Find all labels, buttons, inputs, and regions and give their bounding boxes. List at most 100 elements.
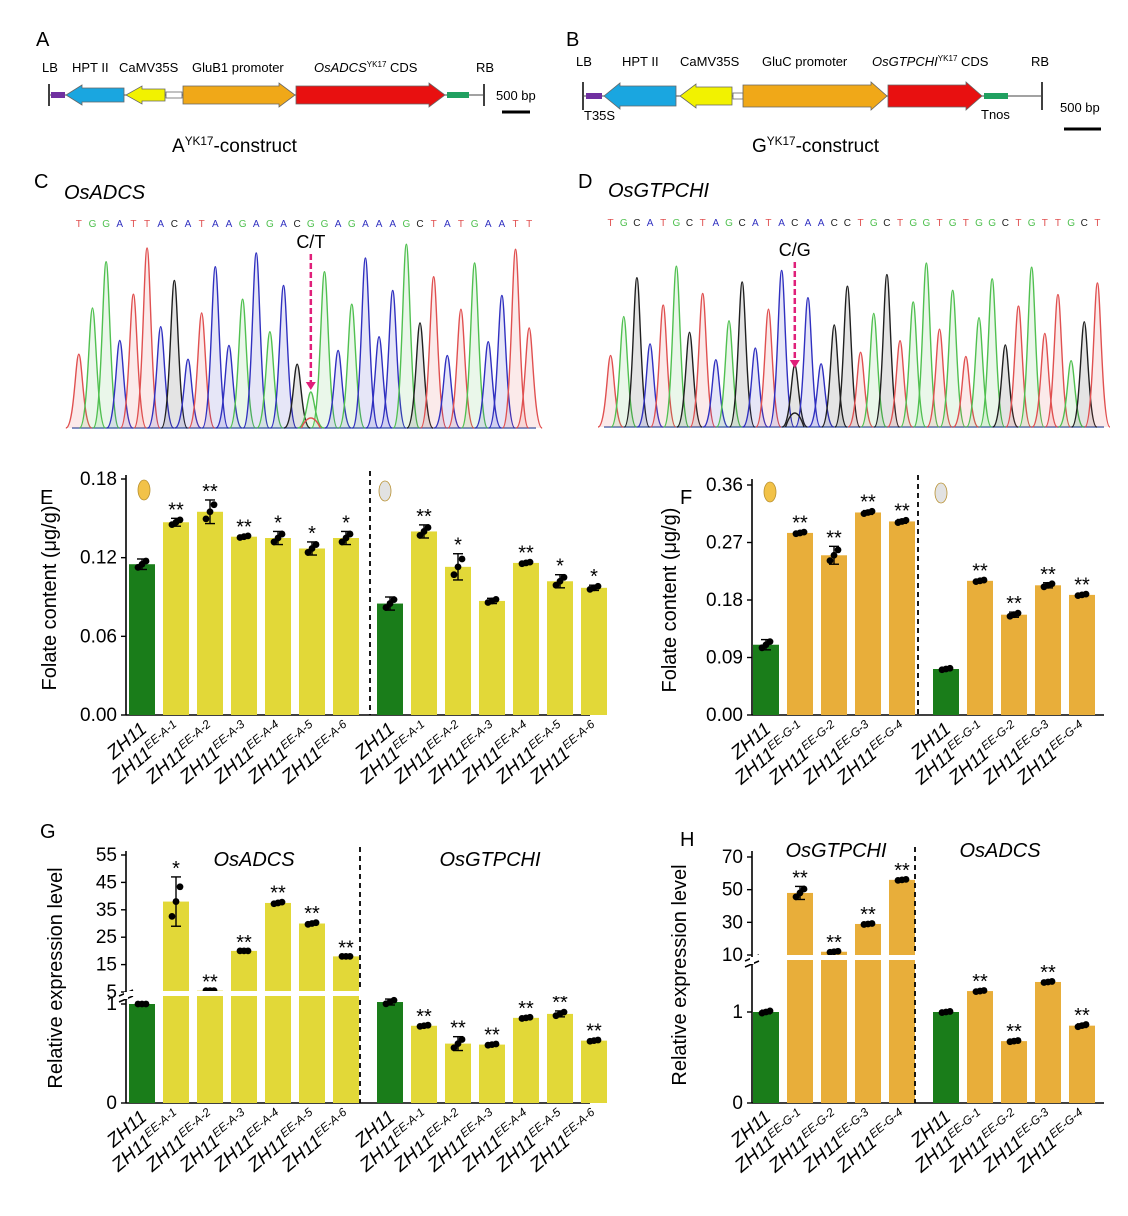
base-call: A xyxy=(713,218,720,229)
axis-break-gap xyxy=(750,957,754,964)
base-call: C xyxy=(686,218,693,229)
y-tick-label: 0 xyxy=(106,1093,117,1114)
base-call: A xyxy=(253,219,260,230)
significance-mark: ** xyxy=(236,516,252,538)
spacer-box xyxy=(165,91,183,99)
group-title: OsADCS xyxy=(959,840,1041,862)
data-point xyxy=(902,875,910,883)
trace-peak xyxy=(1018,266,1045,428)
base-call: A xyxy=(778,218,785,229)
bar xyxy=(479,1044,505,1103)
data-point xyxy=(766,638,774,646)
base-call: A xyxy=(335,219,342,230)
y-axis-label: Folate content (μg/g) xyxy=(39,506,61,691)
trace-peak xyxy=(433,354,461,429)
trace-peak xyxy=(201,266,229,429)
y-tick-label: 0.00 xyxy=(80,705,117,726)
data-point xyxy=(834,546,842,554)
y-tick-label: 30 xyxy=(722,912,743,933)
data-point xyxy=(1082,590,1090,598)
bar xyxy=(581,1040,607,1103)
y-tick-label: 25 xyxy=(96,927,117,948)
base-call: A xyxy=(805,218,812,229)
significance-mark: * xyxy=(556,556,564,578)
base-call: T xyxy=(199,219,205,230)
significance-mark: ** xyxy=(894,860,910,882)
significance-mark: ** xyxy=(416,506,432,528)
trace-peak xyxy=(515,327,543,429)
base-call: A xyxy=(752,218,759,229)
base-call: A xyxy=(116,219,123,230)
promoter-arrow xyxy=(742,81,888,111)
y-tick-label: 0.00 xyxy=(706,705,743,726)
base-call: A xyxy=(362,219,369,230)
data-point xyxy=(868,507,876,515)
bar xyxy=(445,1043,471,1103)
base-call: C xyxy=(294,219,301,230)
y-tick-label: 5 xyxy=(106,982,117,1003)
base-call: A xyxy=(185,219,192,230)
y-tick-label: 15 xyxy=(96,955,117,976)
data-point xyxy=(142,1000,150,1008)
significance-mark: ** xyxy=(484,1025,500,1047)
promoter-label: GluB1 promoter xyxy=(192,60,284,75)
trace-peak xyxy=(501,248,530,429)
x-tick-sup: EE-A-6 xyxy=(312,1106,350,1141)
base-call: G xyxy=(620,218,628,229)
cds-label-sup: YK17 xyxy=(367,60,387,69)
bar xyxy=(889,521,915,715)
bar xyxy=(1069,594,1095,715)
significance-mark: ** xyxy=(304,903,320,925)
base-call: C xyxy=(831,218,838,229)
significance-mark: ** xyxy=(860,904,876,926)
base-call: G xyxy=(266,219,274,230)
x-tick-sup: EE-G-4 xyxy=(867,718,906,753)
trace-peak xyxy=(392,243,420,429)
camv35s-arrow xyxy=(679,83,733,109)
significance-mark: ** xyxy=(972,561,988,583)
y-tick-label: 0.06 xyxy=(80,626,117,647)
base-call: T xyxy=(963,218,969,229)
significance-mark: ** xyxy=(1074,575,1090,597)
base-call: C xyxy=(791,218,798,229)
chart-panel-g: G Relative expression level 0 15 15 25 35 45 55 O… xyxy=(40,821,607,1177)
trace-peak xyxy=(174,358,202,429)
base-call: A xyxy=(280,219,287,230)
base-call: G xyxy=(102,219,110,230)
trace-peak xyxy=(65,353,93,429)
data-point xyxy=(800,528,808,536)
bar xyxy=(889,879,915,1103)
y-tick-label: 0.09 xyxy=(706,648,743,669)
data-point xyxy=(980,987,988,994)
hpt-arrow xyxy=(65,84,125,106)
trace-peak xyxy=(689,292,716,428)
camv35s-arrow xyxy=(125,85,166,105)
trace-peak xyxy=(768,269,795,428)
significance-mark: ** xyxy=(894,501,910,523)
y-tick-label: 0.12 xyxy=(80,548,117,569)
significance-mark: ** xyxy=(792,513,808,535)
panel-letter: F xyxy=(680,487,692,509)
cds-label-base: OsADCS xyxy=(314,60,367,75)
x-tick-label: ZH11EE-A-6 xyxy=(525,718,604,789)
significance-mark: ** xyxy=(826,932,842,954)
bar xyxy=(197,990,223,1103)
hpt-arrow xyxy=(603,82,677,110)
base-call: T xyxy=(858,218,864,229)
gene-title: OsGTPCHI xyxy=(608,180,710,202)
bar xyxy=(547,581,573,715)
base-call: G xyxy=(725,218,733,229)
data-point xyxy=(454,563,462,571)
data-point xyxy=(830,551,838,559)
bar xyxy=(333,538,359,715)
significance-mark: ** xyxy=(338,937,354,959)
data-point xyxy=(1082,1021,1090,1028)
bar xyxy=(299,548,325,715)
base-call: T xyxy=(936,218,942,229)
y-tick-label: 0.36 xyxy=(706,475,743,496)
t35s-label: T35S xyxy=(584,108,615,123)
